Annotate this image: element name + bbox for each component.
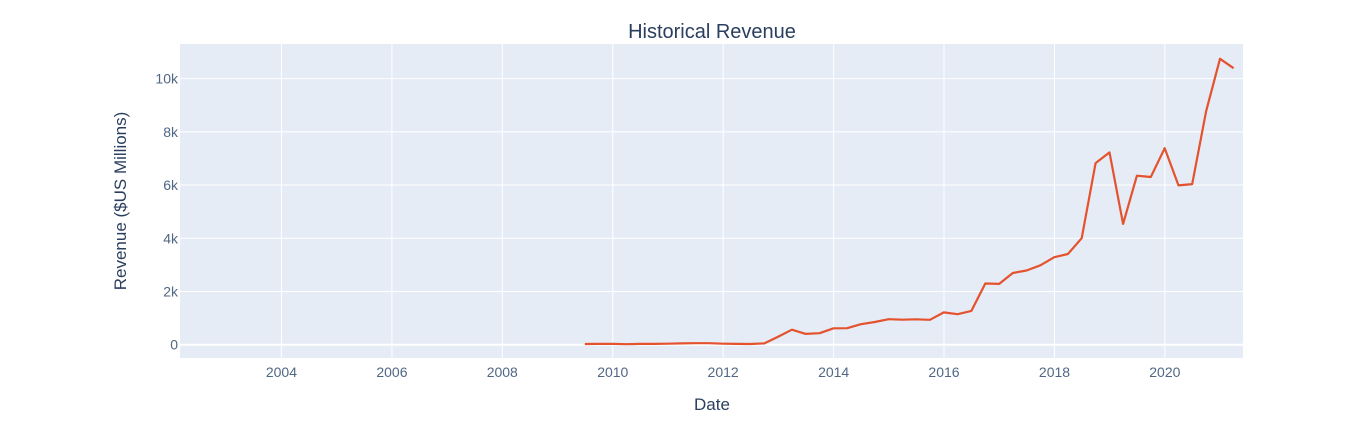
y-tick-label: 4k — [163, 230, 179, 246]
x-tick-label: 2018 — [1039, 364, 1070, 380]
y-axis-ticks: 0 2k 4k 6k 8k 10k — [155, 71, 179, 353]
y-tick-label: 6k — [163, 177, 179, 193]
y-axis-title: Revenue ($US Millions) — [111, 112, 130, 291]
chart-title: Historical Revenue — [628, 21, 796, 43]
x-tick-label: 2008 — [487, 364, 518, 380]
grid-lines — [180, 44, 1243, 358]
plot-background — [180, 44, 1243, 358]
revenue-series-line — [584, 57, 1235, 346]
x-axis-ticks: 2004 2006 2008 2010 2012 2014 2016 2018 2020 — [266, 364, 1181, 380]
x-tick-label: 2014 — [818, 364, 849, 380]
x-tick-label: 2012 — [708, 364, 739, 380]
x-tick-label: 2006 — [376, 364, 407, 380]
x-axis-title: Date — [694, 395, 730, 414]
x-tick-label: 2016 — [928, 364, 959, 380]
y-tick-label: 8k — [163, 124, 179, 140]
x-tick-label: 2010 — [597, 364, 628, 380]
y-tick-label: 0 — [170, 337, 178, 353]
x-tick-label: 2004 — [266, 364, 297, 380]
x-tick-label: 2020 — [1149, 364, 1180, 380]
y-tick-label: 10k — [155, 71, 179, 87]
y-tick-label: 2k — [163, 283, 179, 299]
